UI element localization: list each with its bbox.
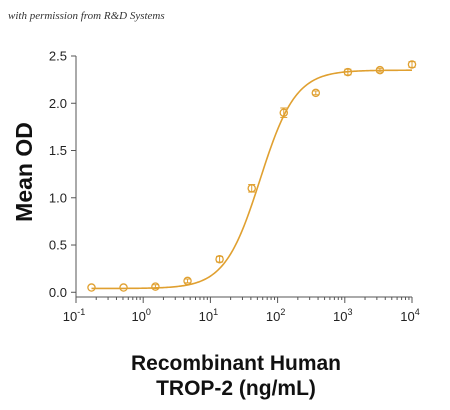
y-tick-label: 0.0 <box>49 285 67 300</box>
y-tick-label: 1.5 <box>49 143 67 158</box>
y-tick-label: 0.5 <box>49 238 67 253</box>
data-point-marker <box>183 276 192 286</box>
data-point <box>247 184 256 193</box>
y-tick-label: 1.0 <box>49 190 67 205</box>
y-axis-title: Mean OD <box>11 122 37 222</box>
data-point <box>215 254 224 264</box>
data-point-marker <box>151 282 160 291</box>
data-point <box>183 276 192 286</box>
data-point-marker <box>119 283 128 292</box>
data-point-marker <box>311 88 321 98</box>
chart-axes: 0.0 0.5 1.0 1.5 2.0 2.5 10-1 100 101 102 103 104 <box>49 49 420 325</box>
x-axis-title-line-1: Recombinant Human <box>131 352 341 375</box>
data-point <box>407 60 417 69</box>
x-tick-label: 104 <box>400 307 419 324</box>
fit-curve <box>91 69 412 290</box>
data-point-marker <box>407 60 417 69</box>
data-point-marker <box>87 283 96 292</box>
data-point-marker <box>343 67 353 77</box>
x-tick-label: 10-1 <box>63 307 85 324</box>
data-point <box>87 283 96 292</box>
y-tick-label: 2.5 <box>49 49 67 64</box>
data-point-marker <box>215 254 224 264</box>
data-points-layer <box>87 60 417 292</box>
data-point <box>343 67 353 77</box>
data-point <box>119 283 128 292</box>
data-point <box>279 107 289 118</box>
data-point <box>311 88 321 98</box>
x-tick-label: 101 <box>199 307 218 324</box>
x-tick-label: 100 <box>131 307 150 324</box>
x-axis-title-line-2: TROP-2 (ng/mL) <box>156 377 316 400</box>
data-point <box>151 282 160 291</box>
x-tick-label: 102 <box>266 307 285 324</box>
data-point-marker <box>375 65 385 75</box>
x-tick-label: 103 <box>333 307 352 324</box>
data-point-marker <box>279 108 289 117</box>
permission-note: with permission from R&D Systems <box>8 10 165 22</box>
y-tick-label: 2.0 <box>49 96 67 111</box>
fit-curve-layer <box>91 69 412 290</box>
data-point <box>375 65 385 75</box>
data-point-marker <box>247 184 256 193</box>
